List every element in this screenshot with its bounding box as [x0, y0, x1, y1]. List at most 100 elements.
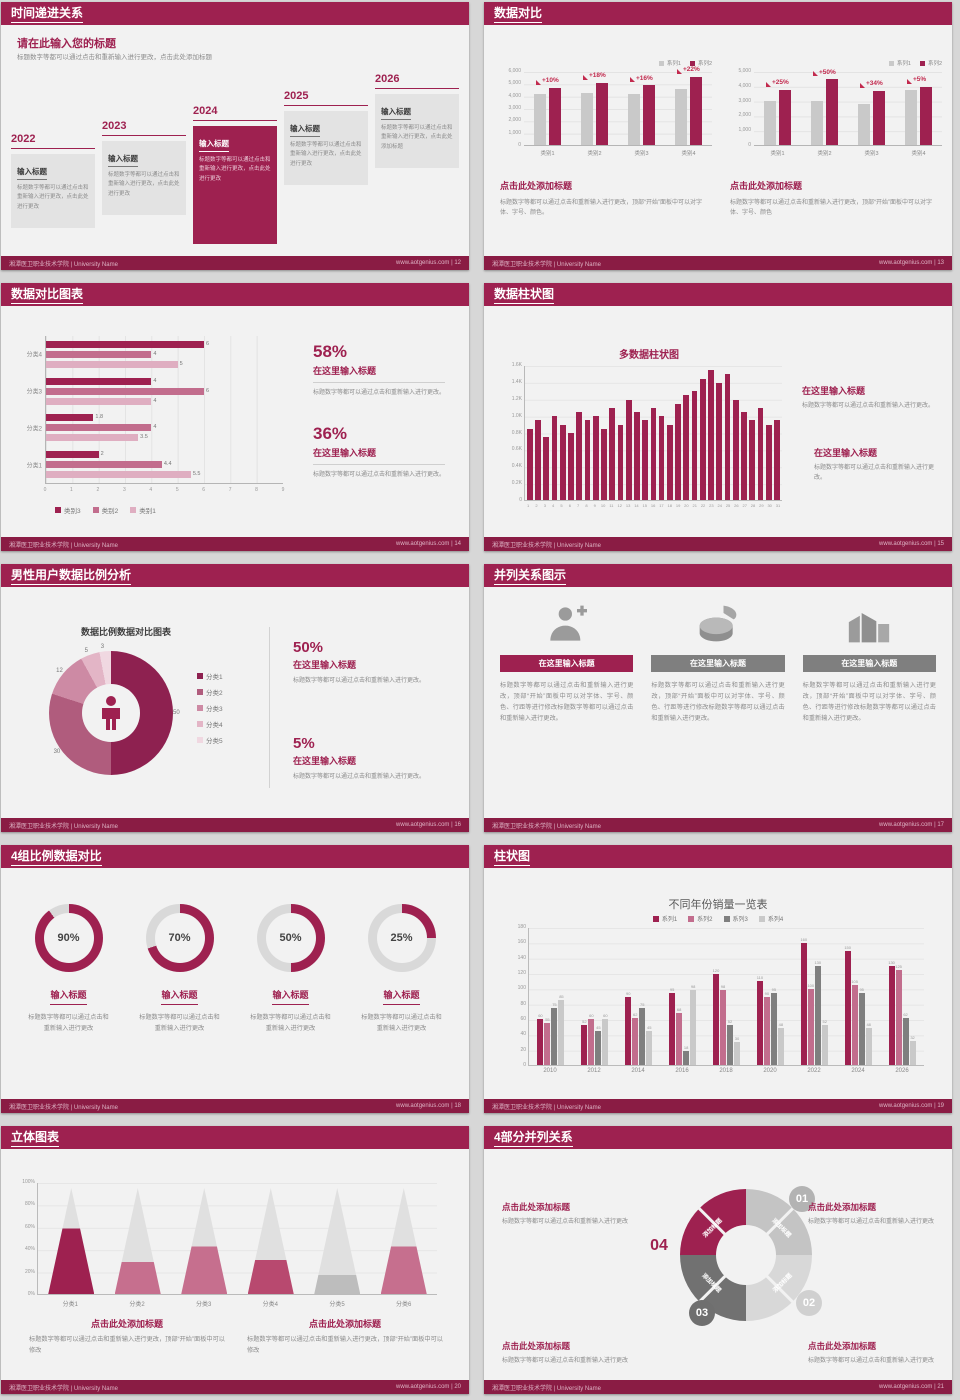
slide-15-column-chart[interactable]: 数据柱状图 多数据柱状图 1.6K 1.4K 1.2K 1.0K 0.8K 0.6K 0.4… — [484, 283, 952, 551]
bar: 110 — [757, 975, 763, 1065]
chart-description: 标题数字等都可以通过点击和重新输入进行更改，顶部“开始”面板中可以对字体、字号、… — [730, 200, 932, 217]
x-axis-label: 2010 — [543, 1068, 557, 1074]
stat-text: 标题数字等都可以通过点击和重新输入进行更改。 — [313, 390, 446, 396]
series2-bar — [920, 86, 932, 145]
slide-19-grouped-bars[interactable]: 柱状图 不同年份销量一览表 系列1 系列2 系列3 系列4 180 160 140 1… — [484, 845, 952, 1113]
footer-site: www.aotgenius.com — [879, 822, 933, 828]
slide-16-donut-analysis[interactable]: 男性用户数据比例分析 数据比例数据对比图表 50 30 12 5 3 分类1 分类2 分… — [1, 564, 469, 832]
x-axis: 分类1 分类2 分类3 分类4 分类5 分类6 — [37, 1299, 437, 1308]
h-bar: 1.8 — [46, 414, 103, 422]
value-label: 3.5 — [140, 434, 148, 441]
slide-body: 在这里输入标题 标题数字等都可以通过点击和重新输入进行更改，顶部“开始”面板中可… — [484, 587, 952, 818]
ring-title: 输入标题 — [383, 988, 420, 1005]
legend-swatch — [688, 915, 695, 922]
slide-footer: 湘潭医卫职业技术学院 | University Name www.aotgeni… — [1, 818, 469, 832]
slide-header: 立体图表 — [1, 1126, 469, 1149]
slide-14-hbar-chart[interactable]: 数据对比图表 分类4 6 4 5 分类3 4 6 4 分类2 1.8 4 3.5 分类1 2 4.4 5.5 … — [1, 283, 469, 551]
slide-13-data-compare[interactable]: 数据对比 系列1 系列2 6,000 5,000 4,000 3,000 2,000 1,… — [484, 2, 952, 270]
text-block: 点击此处添加标题 标题数字等都可以通过点击和重新输入进行更改，顶部“开始”面板中… — [29, 1317, 225, 1356]
segment-value: 12 — [56, 667, 63, 674]
number-badge: 04 — [650, 1237, 668, 1254]
slide-footer: 湘潭医卫职业技术学院 | University Name www.aotgeni… — [1, 537, 469, 551]
number-badge: 01 — [789, 1186, 815, 1212]
cone — [181, 1188, 228, 1294]
legend-item: 类别2 — [92, 505, 118, 515]
grouped-bar-chart: 180 160 140 120 100 80 60 40 20 0 60 55 75 85 52 60 45 60… — [518, 925, 924, 1068]
block-title: 点击此处添加标题 — [808, 1340, 877, 1351]
value-label: 5.5 — [192, 471, 201, 478]
ring-item: 25% 输入标题 标题数字等都可以通过点击和重新输入进行更改 — [354, 904, 449, 1034]
bar — [650, 407, 657, 500]
x-axis-label: 8 — [255, 487, 258, 493]
ring-text: 标题数字等都可以通过点击和重新输入进行更改 — [28, 1014, 109, 1033]
icon-box — [803, 601, 936, 647]
timeline-card: 输入标题 标题数字等都可以通过点击和重新输入进行更改，点击此处进行更改 — [11, 154, 95, 228]
value-label: 75 — [552, 1001, 557, 1007]
bar: 90 — [625, 991, 632, 1065]
bar: 18 — [683, 1045, 690, 1065]
footer-site: www.aotgenius.com — [879, 1384, 933, 1390]
h-bar: 4 — [46, 350, 156, 358]
bar-group: 120 98 52 30 — [705, 928, 749, 1065]
ring-title: 输入标题 — [161, 988, 198, 1005]
series2-bar — [690, 76, 702, 145]
delta-label: +5% — [907, 77, 926, 84]
bar — [584, 420, 591, 500]
bar: 95 — [770, 987, 777, 1065]
slide-18-ratio-rings[interactable]: 4组比例数据对比 90% 输入标题 标题数字等都可以通过点击和重新输入进行更改 … — [1, 845, 469, 1113]
slide-12-timeline[interactable]: 时间递进关系 请在此输入您的标题 标题数字等都可以通过点击和重新输入进行更改，点… — [1, 2, 469, 270]
x-axis-label: 4 — [552, 503, 555, 508]
bar: 95 — [858, 987, 865, 1065]
delta-flag-icon — [677, 68, 682, 74]
bar-group: +34% — [858, 72, 885, 145]
bar — [527, 428, 533, 500]
timeline-card-highlight: 输入标题 标题数字等都可以通过点击和重新输入进行更改，点击此处进行更改 — [193, 126, 277, 244]
x-axis-label: 4 — [149, 487, 153, 493]
comparison-panel: 系列1 系列2 5,000 4,000 3,000 2,000 1,000 0 +25% +5… — [730, 59, 942, 218]
slide-body: 不同年份销量一览表 系列1 系列2 系列3 系列4 180 160 140 120 10… — [484, 868, 952, 1099]
block-text: 标题数字等都可以通过点击和重新输入进行更改 — [808, 1219, 935, 1225]
y-axis-label: 1.6K — [511, 362, 522, 368]
progress-ring: 70% — [145, 904, 214, 972]
x-axis-label: 6 — [202, 487, 206, 493]
x-axis-label: 5 — [175, 487, 179, 493]
x-axis-label: 28 — [750, 503, 756, 508]
slide-body: 90% 输入标题 标题数字等都可以通过点击和重新输入进行更改 70% 输入标题 … — [1, 868, 469, 1099]
card-title: 输入标题 — [17, 166, 47, 180]
donut-chart: 50 30 12 5 3 — [49, 644, 180, 775]
delta-label: +25% — [766, 80, 789, 87]
chart-legend: 类别3 类别2 类别1 — [55, 505, 283, 515]
stat-title: 在这里输入标题 — [293, 756, 357, 766]
h-bar: 6 — [46, 340, 209, 348]
progress-ring: 90% — [34, 904, 103, 972]
slide-17-parallel-columns[interactable]: 并列关系图示 在这里输入标题 标题数字等都可以通过点击和重新输入进行更改，顶部“… — [484, 564, 952, 832]
x-axis: 1 2 3 4 5 6 7 8 9 10 11 12 13 14 15 16 17 18 19 20 21 22 23 24 2… — [524, 503, 782, 508]
x-axis-label: 2 — [96, 487, 100, 493]
group-label: 分类2 — [26, 426, 42, 433]
column-banner: 在这里输入标题 — [802, 655, 936, 672]
bar: 55 — [544, 1017, 551, 1065]
footer-page-number: 21 — [937, 1384, 944, 1390]
value-label: 100 — [807, 982, 815, 988]
stat-title: 在这里输入标题 — [293, 660, 357, 670]
slide-21-circle-diagram[interactable]: 4部分并列关系 添加标题 添加标题 添加标题 添加标题 01 02 03 04 … — [484, 1126, 952, 1394]
ring-title: 输入标题 — [272, 988, 309, 1005]
y-axis-label: 0.2K — [511, 480, 522, 487]
y-axis-label: 1,000 — [738, 127, 751, 134]
x-axis-label: 类别1 — [540, 151, 555, 157]
bar: 52 — [727, 1019, 733, 1065]
legend-item: 分类3 — [197, 703, 223, 713]
footer-site: www.aotgenius.com — [879, 260, 933, 266]
chart-title: 多数据柱状图 — [619, 350, 679, 361]
footer-site: www.aotgenius.com — [879, 541, 933, 547]
legend-item: 系列3 — [723, 914, 748, 923]
column-banner: 在这里输入标题 — [500, 655, 634, 672]
slide-20-cone-chart[interactable]: 立体图表 100% 80% 60% 40% 20% 0% 分类1 分类2 分类3 分类4 分类5 分… — [1, 1126, 469, 1394]
bar — [634, 412, 640, 500]
bar: 68 — [676, 1007, 683, 1065]
legend-item: 类别1 — [130, 505, 156, 515]
bar-chart: 5,000 4,000 3,000 2,000 1,000 0 +25% +50% +34% +5… — [738, 69, 942, 148]
x-axis-label: 13 — [625, 503, 631, 508]
slide-title: 4部分并列关系 — [494, 1128, 573, 1147]
x-axis-label: 6 — [568, 503, 571, 508]
